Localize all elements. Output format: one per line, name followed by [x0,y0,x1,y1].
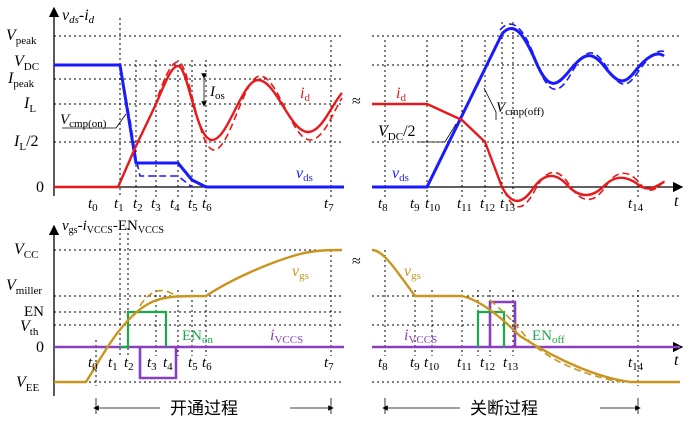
vdc-half-label: VDC/2 [378,123,416,143]
top-panel: ≈ [48,6,684,208]
en-off-label: ENoff [532,328,565,346]
time-label-b-t8: t8 [378,355,388,373]
time-label-b-t14: t14 [628,355,644,373]
break-symbol-top: ≈ [352,93,361,110]
ylabel-ipeak: Ipeak [7,70,35,90]
top-time-gridlines [119,18,639,197]
time-label-t13: t13 [500,196,516,214]
time-label-b-t12: t12 [480,355,495,373]
vgs-label-right: vgs [404,263,421,282]
vgs-turn-off-dashed [489,299,621,383]
vgs-label-left: vgs [292,263,309,282]
ylabel-il: IL [23,95,36,115]
bottom-panel: ≈ [48,224,684,396]
vds-turn-off-rise [372,33,504,189]
time-label-t8: t8 [378,196,388,214]
ivccs-turn-on-pulse [138,347,178,380]
time-axis-t-bottom: t [674,352,679,369]
time-label-b-t6: t6 [202,355,212,373]
time-label-t7: t7 [324,196,334,214]
time-label-t2: t2 [133,196,143,214]
ylabel-en: EN [24,304,44,320]
vdc-half-leader [418,123,457,143]
ylabel-vee: VEE [16,374,40,394]
top-panel-title: vds-id [62,7,95,26]
time-label-b-t7: t7 [324,355,334,373]
time-label-b-t9: t9 [410,355,420,373]
id-label-right: id [396,85,406,104]
vds-turn-off-ring [500,27,665,85]
vcmp-off-label: Vcmp(off) [496,100,544,118]
bottom-labels: vgs-iVCCS-ENVCCS VCC Vmiller EN Vth 0 VE… [6,218,565,394]
process-spans: 开通过程 关断过程 [93,398,641,419]
id-turn-on-rise [54,103,158,189]
vgs-turn-off-curve [371,248,680,384]
time-label-b-t0: t0 [88,355,98,373]
time-label-b-t3: t3 [147,355,157,373]
time-label-b-t2: t2 [124,355,134,373]
vcmp-on-label: Vcmp(on) [60,112,107,130]
break-symbol-bottom: ≈ [352,253,361,270]
time-label-b-t1: t1 [108,355,118,373]
vds-label-left: vds [296,165,313,184]
ivccs-label-right: iVCCS [404,327,437,346]
time-label-b-t13: t13 [503,355,519,373]
time-label-t9: t9 [410,196,420,214]
vcmp-on-leader [62,113,127,129]
time-label-t4: t4 [170,196,180,214]
time-label-t10: t10 [425,196,441,214]
ylabel-zero-bottom: 0 [36,339,44,356]
time-label-t6: t6 [202,196,212,214]
time-label-t5: t5 [188,196,198,214]
time-label-t11: t11 [457,196,472,214]
ylabel-vmiller: Vmiller [6,277,42,297]
time-label-b-t11: t11 [457,355,472,373]
vgs-turn-on-curve [54,248,343,384]
id-turn-off-ring [500,174,665,203]
ylabel-vcc: VCC [14,241,38,261]
ios-label: Ios [209,84,225,102]
id-turn-off-ring-dashed [503,171,667,208]
time-label-t3: t3 [151,196,161,214]
ylabel-zero-top: 0 [36,179,44,196]
en-on-pulse [120,310,168,349]
id-turn-on-ring [154,64,343,142]
time-labels-top: t0 t1 t2 t3 t4 t5 t6 t7 t8 t9 t10 t11 t1… [88,193,679,214]
time-label-t14: t14 [628,196,644,214]
time-label-b-t10: t10 [424,355,440,373]
ylabel-vpeak: Vpeak [6,27,37,47]
time-label-t12: t12 [480,196,495,214]
turn-on-label: 开通过程 [170,399,238,419]
time-axis-t-top: t [674,193,679,210]
ylabel-il-half: IL/2 [13,133,39,153]
vds-turn-on-dashed [119,64,193,188]
id-turn-off-fall [372,102,504,188]
time-label-b-t5: t5 [188,355,198,373]
vds-turn-off-ring-dashed [499,23,667,90]
time-label-t1: t1 [114,196,124,214]
time-label-t0: t0 [88,196,98,214]
id-label-left: id [300,85,310,104]
time-label-b-t4: t4 [163,355,173,373]
top-labels: vds-id Vpeak VDC Ipeak IL IL/2 0 Ios Vcm… [6,7,544,196]
vds-label-right: vds [392,165,409,184]
vcmp-off-leader [483,87,497,120]
turn-off-label: 关断过程 [470,399,538,419]
vgs-turn-on-dashed [139,289,177,307]
en-on-label: ENon [182,328,214,346]
time-labels-bottom: t0 t1 t2 t3 t4 t5 t6 t7 t8 t9 t10 t11 t1… [88,352,679,373]
ivccs-label-left: iVCCS [270,327,303,346]
ylabel-vdc: VDC [14,53,39,73]
ylabel-vth: Vth [20,318,39,338]
id-turn-on-ring-dashed [157,61,343,151]
bottom-panel-title: vgs-iVCCS-ENVCCS [62,218,164,236]
